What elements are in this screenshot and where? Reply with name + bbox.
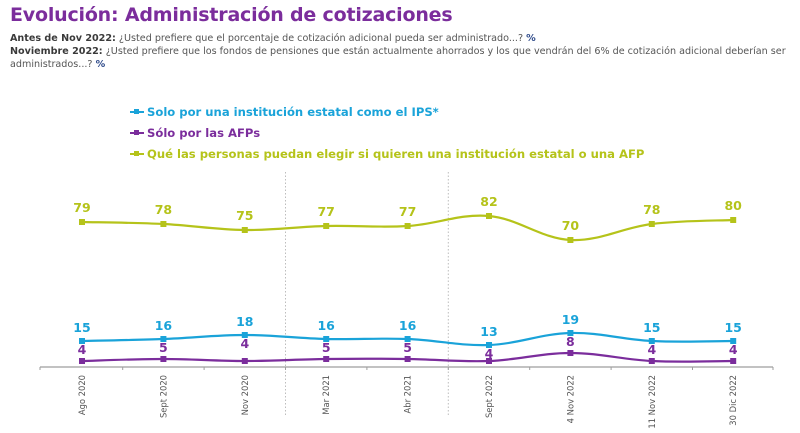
- data-label: 16: [155, 318, 173, 333]
- data-point: [160, 221, 167, 227]
- legend-label: Sólo por las AFPs: [147, 125, 261, 140]
- question-text: ¿Usted prefiere que los fondos de pensio…: [10, 46, 786, 70]
- data-point: [486, 342, 492, 348]
- data-point: [160, 356, 167, 362]
- data-point: [486, 358, 492, 364]
- x-tick-label: Mar 2021: [321, 375, 331, 415]
- data-label: 4: [485, 346, 494, 361]
- question-before-nov-2022: Antes de Nov 2022: ¿Usted prefiere que e…: [10, 32, 536, 45]
- legend: Solo por una institución estatal como el…: [130, 101, 644, 164]
- question-nov-2022: Noviembre 2022: ¿Usted prefiere que los …: [10, 45, 790, 71]
- data-point: [79, 338, 85, 344]
- data-point: [567, 350, 574, 356]
- data-point: [730, 358, 737, 364]
- data-label: 4: [647, 342, 656, 357]
- x-tick-label: Sept 2020: [158, 375, 168, 418]
- data-label: 4: [78, 342, 87, 357]
- data-label: 15: [643, 320, 660, 335]
- legend-item-ips: Solo por una institución estatal como el…: [130, 101, 644, 122]
- x-tick-label: 11 Nov 2022: [647, 375, 657, 429]
- data-point: [404, 336, 411, 342]
- data-point: [648, 221, 655, 227]
- data-point: [323, 356, 330, 362]
- data-label: 16: [317, 318, 335, 333]
- data-point: [486, 213, 492, 219]
- data-point: [567, 330, 574, 336]
- data-point: [730, 338, 737, 344]
- data-label: 75: [236, 208, 253, 223]
- x-tick-label: Ago 2020: [77, 375, 87, 415]
- data-label: 4: [240, 336, 249, 351]
- data-point: [648, 338, 655, 344]
- data-label: 4: [729, 342, 738, 357]
- data-label: 8: [566, 334, 575, 349]
- data-point: [323, 223, 330, 229]
- percent-unit: %: [95, 59, 106, 70]
- data-label: 18: [236, 314, 253, 329]
- x-tick-label: 30 Dic 2022: [728, 375, 738, 426]
- data-label: 77: [317, 204, 334, 219]
- legend-marker-icon: [130, 129, 144, 135]
- question-label: Noviembre 2022:: [10, 46, 103, 57]
- legend-item-afps: Sólo por las AFPs: [130, 122, 644, 143]
- data-label: 5: [403, 340, 412, 355]
- data-label: 5: [159, 340, 168, 355]
- x-tick-label: Sept 2022: [484, 375, 494, 418]
- data-label: 5: [322, 340, 331, 355]
- data-label: 70: [562, 218, 580, 233]
- data-point: [567, 237, 574, 243]
- question-text: ¿Usted prefiere que el porcentaje de cot…: [115, 33, 527, 44]
- legend-label: Qué las personas puedan elegir si quiere…: [147, 146, 645, 161]
- data-label: 79: [73, 200, 90, 215]
- data-point: [404, 356, 411, 362]
- data-label: 78: [155, 202, 172, 217]
- legend-marker-icon: [130, 108, 144, 114]
- data-point: [241, 358, 248, 364]
- data-point: [648, 358, 655, 364]
- x-tick-label: Nov 2020: [240, 375, 250, 415]
- chart-title: Evolución: Administración de cotizacione…: [10, 4, 453, 26]
- data-point: [160, 336, 167, 342]
- data-label: 82: [480, 194, 497, 209]
- data-point: [323, 336, 330, 342]
- data-point: [79, 219, 85, 225]
- data-label: 16: [399, 318, 417, 333]
- data-label: 80: [724, 198, 742, 213]
- data-point: [730, 217, 737, 223]
- legend-marker-icon: [130, 150, 144, 156]
- x-tick-label: Abr 2021: [403, 375, 413, 413]
- data-label: 78: [643, 202, 660, 217]
- data-label: 15: [724, 320, 741, 335]
- data-point: [241, 332, 248, 338]
- data-point: [241, 227, 248, 233]
- x-tick-label: 4 Nov 2022: [565, 375, 575, 423]
- question-label: Antes de Nov 2022:: [10, 33, 116, 44]
- legend-item-elegir: Qué las personas puedan elegir si quiere…: [130, 143, 644, 164]
- data-label: 13: [480, 324, 497, 339]
- data-label: 19: [562, 312, 579, 327]
- data-label: 15: [73, 320, 90, 335]
- legend-label: Solo por una institución estatal como el…: [147, 104, 439, 119]
- data-point: [79, 358, 85, 364]
- data-point: [404, 223, 411, 229]
- percent-unit: %: [526, 33, 536, 44]
- data-label: 77: [399, 204, 416, 219]
